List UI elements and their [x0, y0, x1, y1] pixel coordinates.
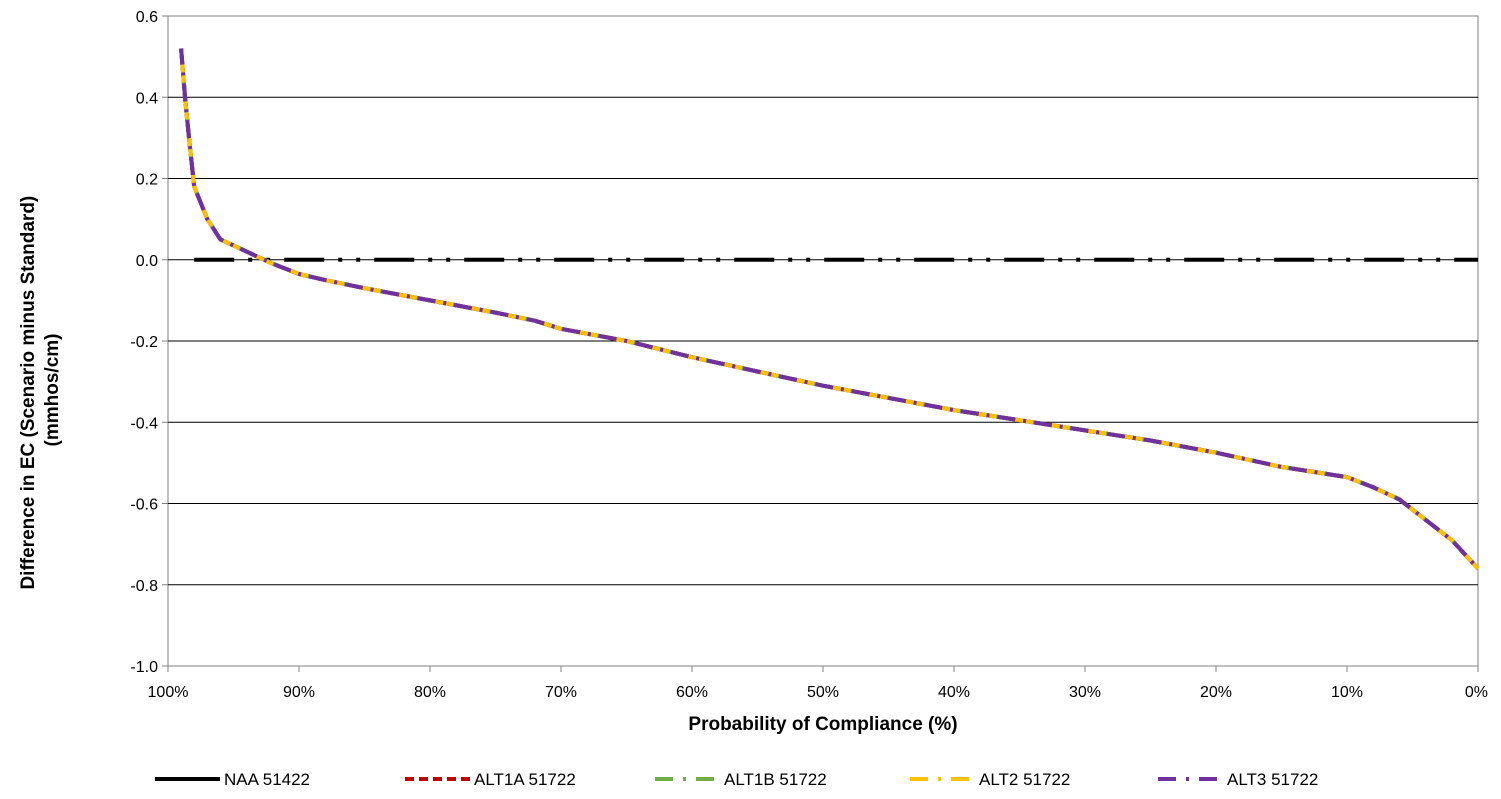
x-tick-label: 30% [1069, 684, 1101, 701]
y-tick-label: 0.4 [136, 90, 158, 107]
x-tick-label: 100% [148, 684, 189, 701]
y-axis-title-line-1: Difference in EC (Scenario minus Standar… [18, 196, 39, 590]
y-tick-label: 0.2 [136, 172, 158, 189]
x-tick-label: 0% [1465, 684, 1488, 701]
y-axis-ticks: -1.0 -0.8 -0.6 -0.4 -0.2 0.0 0.2 0.4 0.6 [130, 9, 168, 676]
x-tick-label: 70% [545, 684, 577, 701]
legend-label: ALT1A 51722 [474, 770, 576, 789]
x-axis-ticks: 100% 90% 80% 70% 60% 50% 40% 30% 20% 10% 0% [148, 666, 1488, 701]
x-tick-label: 40% [938, 684, 970, 701]
legend-label: ALT3 51722 [1227, 770, 1318, 789]
y-tick-label: 0.6 [136, 9, 158, 26]
x-axis-title: Probability of Compliance (%) [688, 714, 957, 735]
y-axis-title: Difference in EC (Scenario minus Standar… [18, 190, 63, 589]
x-tick-label: 80% [414, 684, 446, 701]
legend: NAA 51422 ALT1A 51722 ALT1B 51722 ALT2 5172… [155, 770, 1318, 789]
x-tick-label: 90% [283, 684, 315, 701]
x-tick-label: 60% [676, 684, 708, 701]
series-lines [179, 48, 1480, 570]
series-line-3 [179, 48, 1480, 570]
y-axis-title-line-2: (mmhos/cm) [42, 334, 63, 447]
x-tick-label: 50% [807, 684, 839, 701]
legend-label: ALT1B 51722 [724, 770, 827, 789]
y-tick-label: -0.4 [130, 415, 158, 432]
y-tick-label: 0.0 [136, 253, 158, 270]
y-tick-label: -0.6 [130, 497, 158, 514]
legend-label: ALT2 51722 [979, 770, 1070, 789]
x-tick-label: 20% [1200, 684, 1232, 701]
y-tick-label: -0.2 [130, 334, 158, 351]
y-tick-label: -0.8 [130, 578, 158, 595]
x-tick-label: 10% [1331, 684, 1363, 701]
legend-label: NAA 51422 [224, 770, 310, 789]
series-line-4 [179, 48, 1480, 570]
y-tick-label: -1.0 [130, 659, 158, 676]
